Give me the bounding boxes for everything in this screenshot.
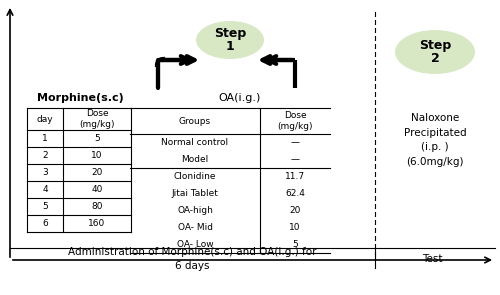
- Text: Jitai Tablet: Jitai Tablet: [172, 189, 218, 198]
- Text: 20: 20: [92, 168, 102, 177]
- Text: Model: Model: [182, 155, 208, 164]
- Text: Test: Test: [422, 254, 442, 264]
- Text: 10: 10: [91, 151, 103, 160]
- Text: Administration of Morphine(s.c) and OA(i.g.) for
6 days: Administration of Morphine(s.c) and OA(i…: [68, 248, 316, 271]
- Ellipse shape: [395, 30, 475, 74]
- Text: 80: 80: [91, 202, 103, 211]
- Text: Step
2: Step 2: [419, 39, 451, 65]
- Text: OA- Low: OA- Low: [176, 240, 214, 249]
- Text: OA-high: OA-high: [177, 206, 213, 215]
- Text: 5: 5: [42, 202, 48, 211]
- Text: Normal control: Normal control: [162, 138, 228, 147]
- Text: 1: 1: [42, 134, 48, 143]
- Text: 40: 40: [92, 185, 102, 194]
- Text: Step
1: Step 1: [214, 27, 246, 53]
- Text: OA(i.g.): OA(i.g.): [219, 93, 261, 103]
- Text: Clonidine: Clonidine: [174, 172, 216, 181]
- Text: 11.7: 11.7: [285, 172, 305, 181]
- Text: 10: 10: [289, 223, 301, 232]
- Ellipse shape: [196, 21, 264, 59]
- Text: 160: 160: [88, 219, 106, 228]
- Text: Dose
(mg/kg): Dose (mg/kg): [277, 111, 313, 131]
- Text: 3: 3: [42, 168, 48, 177]
- Text: day: day: [36, 114, 54, 124]
- Text: Naloxone
Precipitated
(i.p. )
(6.0mg/kg): Naloxone Precipitated (i.p. ) (6.0mg/kg): [404, 113, 466, 167]
- Text: Groups: Groups: [179, 117, 211, 125]
- Text: 62.4: 62.4: [285, 189, 305, 198]
- Text: Morphine(s.c): Morphine(s.c): [36, 93, 124, 103]
- Text: 20: 20: [290, 206, 300, 215]
- Text: 6: 6: [42, 219, 48, 228]
- Text: 5: 5: [94, 134, 100, 143]
- Text: —: —: [290, 138, 300, 147]
- Text: 4: 4: [42, 185, 48, 194]
- Text: Dose
(mg/kg): Dose (mg/kg): [79, 109, 115, 129]
- Text: 5: 5: [292, 240, 298, 249]
- Text: OA- Mid: OA- Mid: [178, 223, 212, 232]
- Text: —: —: [290, 155, 300, 164]
- Text: 2: 2: [42, 151, 48, 160]
